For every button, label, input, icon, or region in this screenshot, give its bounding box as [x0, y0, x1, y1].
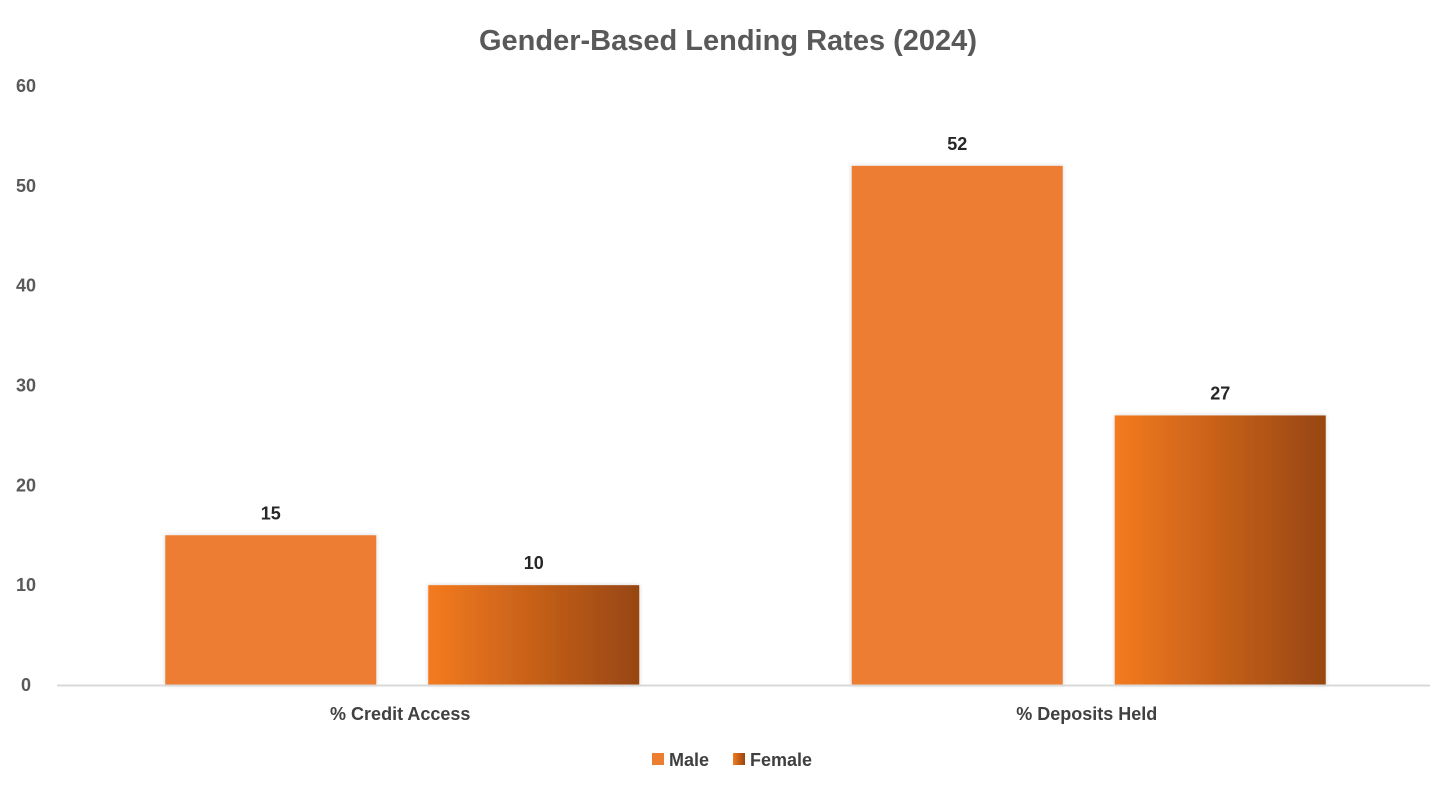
data-label: 27 — [1210, 383, 1230, 403]
legend-swatch-male — [652, 753, 664, 765]
y-tick-label: 0 — [21, 675, 31, 695]
y-tick-label: 20 — [16, 475, 36, 495]
data-label: 15 — [261, 503, 281, 523]
legend: Male Female — [652, 750, 812, 770]
data-label: 10 — [524, 553, 544, 573]
legend-label-female: Female — [750, 750, 812, 770]
y-tick-label: 10 — [16, 575, 36, 595]
y-axis: 0 10 20 30 40 50 60 — [16, 76, 36, 695]
x-category-label: % Deposits Held — [1016, 704, 1157, 724]
bar-female-1 — [428, 585, 640, 685]
bar-group — [165, 165, 1326, 685]
bar-male-2 — [851, 165, 1063, 685]
bar-male-1 — [165, 535, 377, 685]
data-label-group: 15 10 52 27 — [261, 134, 1231, 573]
chart-title: Gender-Based Lending Rates (2024) — [479, 25, 977, 57]
bar-female-2 — [1114, 415, 1326, 685]
x-category-label: % Credit Access — [330, 704, 470, 724]
y-tick-label: 50 — [16, 176, 36, 196]
y-tick-label: 60 — [16, 76, 36, 96]
legend-swatch-female — [733, 753, 745, 765]
legend-label-male: Male — [669, 750, 709, 770]
data-label: 52 — [947, 134, 967, 154]
y-tick-label: 40 — [16, 276, 36, 296]
x-axis: % Credit Access % Deposits Held — [330, 704, 1157, 724]
y-tick-label: 30 — [16, 376, 36, 396]
